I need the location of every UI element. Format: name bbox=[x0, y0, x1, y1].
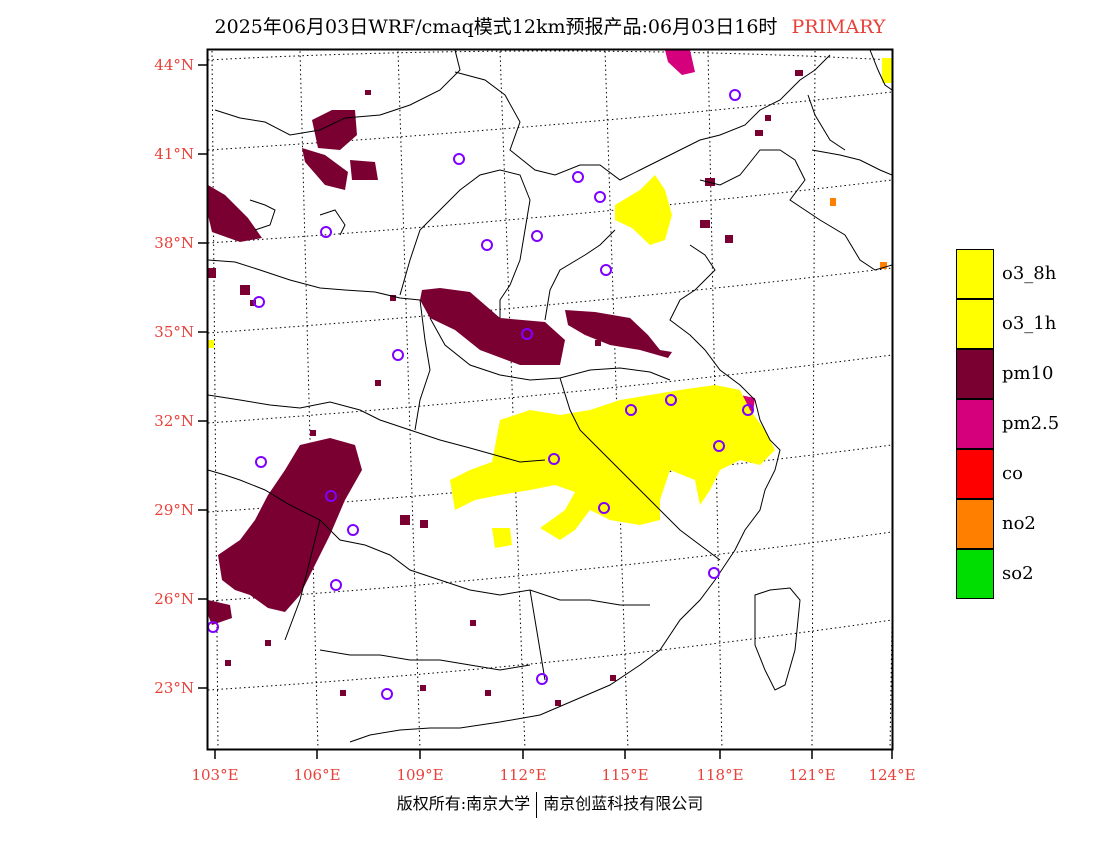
legend-swatch bbox=[956, 349, 994, 399]
legend-swatch bbox=[956, 249, 994, 299]
lon-label: 106°E bbox=[293, 766, 341, 784]
lat-label: 26°N bbox=[154, 590, 194, 608]
legend-swatch bbox=[956, 499, 994, 549]
legend-label: pm2.5 bbox=[1002, 413, 1060, 434]
legend-label: so2 bbox=[1002, 563, 1034, 584]
footer-separator bbox=[536, 791, 538, 818]
legend-swatch bbox=[956, 449, 994, 499]
copyright-footer: 版权所有:南京大学 南京创蓝科技有限公司 bbox=[0, 790, 1100, 818]
lon-label: 115°E bbox=[601, 766, 649, 784]
lat-label: 41°N bbox=[154, 145, 194, 163]
primary-tag: PRIMARY bbox=[791, 16, 886, 38]
lon-label: 121°E bbox=[788, 766, 836, 784]
legend-swatch bbox=[956, 399, 994, 449]
legend-label: co bbox=[1002, 463, 1023, 484]
lat-label: 29°N bbox=[154, 501, 194, 519]
lat-label: 23°N bbox=[154, 679, 194, 697]
lon-label: 103°E bbox=[191, 766, 239, 784]
map-frame bbox=[206, 48, 894, 751]
lat-label: 38°N bbox=[154, 234, 194, 252]
pm25-areas bbox=[665, 50, 755, 432]
lon-label: 112°E bbox=[499, 766, 547, 784]
legend-label: o3_1h bbox=[1002, 313, 1057, 334]
axis-ticks bbox=[198, 64, 893, 759]
city-markers bbox=[207, 89, 754, 700]
lat-label: 32°N bbox=[154, 412, 194, 430]
no2-areas bbox=[830, 198, 887, 269]
lat-label: 35°N bbox=[154, 323, 194, 341]
lat-label: 44°N bbox=[154, 56, 194, 74]
pm10-areas bbox=[208, 70, 803, 706]
legend-label: o3_8h bbox=[1002, 263, 1057, 284]
legend-label: no2 bbox=[1002, 513, 1036, 534]
lon-label: 124°E bbox=[868, 766, 916, 784]
copyright-right: 南京创蓝科技有限公司 bbox=[543, 794, 704, 813]
legend-swatch bbox=[956, 299, 994, 349]
coastline-and-borders bbox=[207, 49, 893, 743]
lon-label: 118°E bbox=[696, 766, 744, 784]
map-title-text: 2025年06月03日WRF/cmaq模式12km预报产品:06月03日16时 bbox=[214, 16, 778, 38]
map-title: 2025年06月03日WRF/cmaq模式12km预报产品:06月03日16时 P… bbox=[0, 12, 1100, 39]
legend-label: pm10 bbox=[1002, 363, 1054, 384]
legend-swatch bbox=[956, 549, 994, 599]
lon-label: 109°E bbox=[396, 766, 444, 784]
copyright-left: 版权所有:南京大学 bbox=[396, 794, 531, 813]
